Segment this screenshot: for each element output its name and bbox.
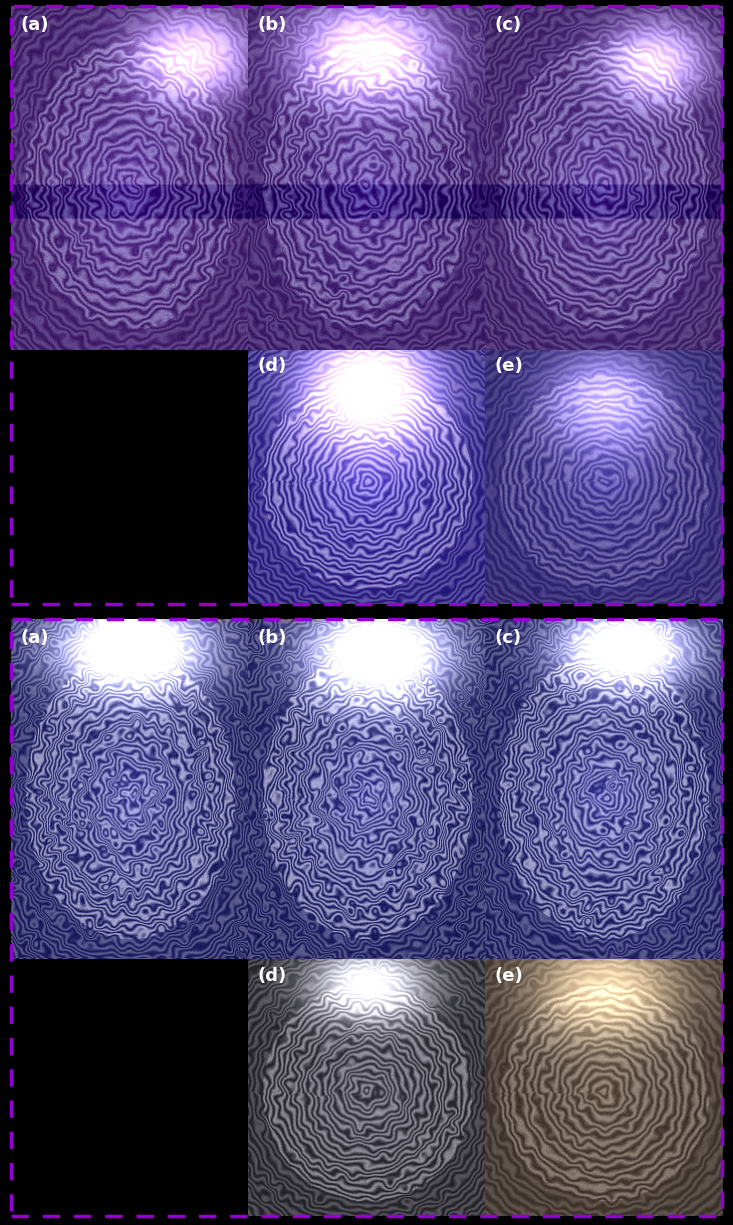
Text: (a): (a) (21, 628, 49, 647)
Text: (e): (e) (495, 967, 523, 985)
Text: (c): (c) (495, 628, 522, 647)
Text: (d): (d) (257, 358, 287, 376)
Text: (c): (c) (495, 16, 522, 34)
Text: (a): (a) (21, 16, 49, 34)
Text: (d): (d) (257, 967, 287, 985)
Text: (e): (e) (495, 358, 523, 376)
Text: (b): (b) (257, 16, 287, 34)
Text: (b): (b) (257, 628, 287, 647)
